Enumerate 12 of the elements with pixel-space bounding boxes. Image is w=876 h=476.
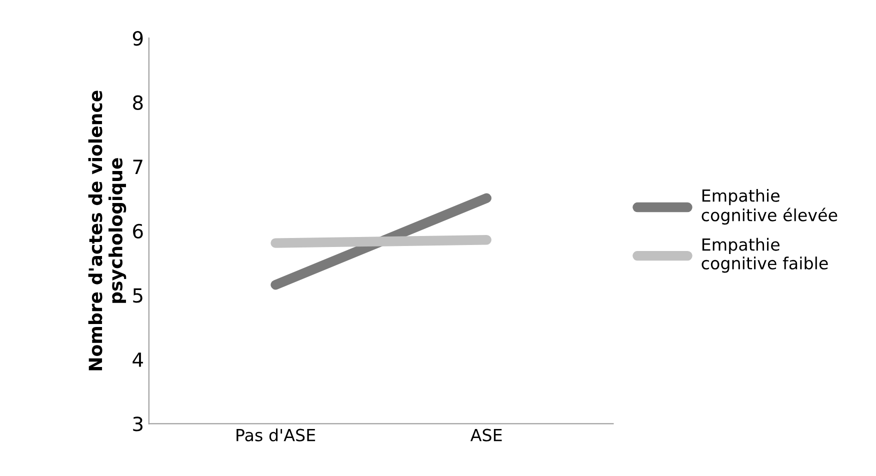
x-tick-label: ASE — [470, 428, 502, 442]
legend-label: Empathie cognitive élevée — [702, 189, 838, 225]
x-tick-label: Pas d'ASE — [236, 428, 316, 442]
y-tick-label: 3 — [133, 416, 142, 432]
y-tick-label: 6 — [133, 224, 143, 239]
y-tick-label: 7 — [133, 160, 142, 174]
legend-label: Empathie cognitive faible — [702, 238, 828, 273]
y-tick-label: 8 — [133, 95, 143, 110]
y-tick-label: 5 — [133, 288, 142, 303]
y-axis-title: Nombre d'actes de violence psychologique — [88, 90, 126, 370]
y-tick-label: 4 — [132, 352, 143, 367]
y-tick-label: 9 — [132, 31, 143, 46]
